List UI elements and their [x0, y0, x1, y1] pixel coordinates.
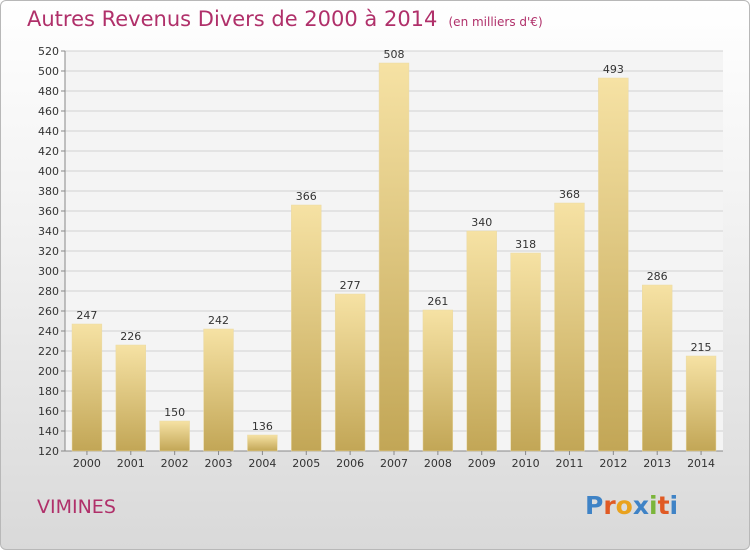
y-tick-label: 360 — [38, 205, 59, 218]
bar — [642, 284, 673, 452]
bar — [466, 230, 497, 452]
chart-title: Autres Revenus Divers de 2000 à 2014 (en… — [27, 7, 543, 31]
x-tick-label: 2012 — [599, 457, 627, 470]
bar — [159, 420, 190, 452]
y-tick-label: 380 — [38, 185, 59, 198]
x-tick-label: 2008 — [424, 457, 452, 470]
x-tick-label: 2011 — [555, 457, 583, 470]
bar — [685, 355, 717, 452]
bar — [510, 252, 541, 452]
bar — [71, 323, 103, 452]
data-label: 136 — [252, 420, 273, 433]
logo-letter: P — [585, 491, 604, 520]
y-tick-label: 220 — [38, 345, 59, 358]
data-label: 277 — [340, 279, 361, 292]
data-label: 226 — [120, 330, 141, 343]
x-tick-label: 2004 — [248, 457, 276, 470]
y-tick-label: 120 — [38, 445, 59, 458]
data-label: 247 — [76, 309, 97, 322]
bar — [554, 202, 585, 452]
y-tick-label: 300 — [38, 265, 59, 278]
data-label: 340 — [471, 216, 492, 229]
data-label: 366 — [296, 190, 317, 203]
bar — [291, 204, 322, 452]
logo-letter: x — [632, 491, 649, 520]
x-tick-label: 2009 — [468, 457, 496, 470]
y-tick-label: 460 — [38, 105, 59, 118]
data-label: 318 — [515, 238, 536, 251]
x-tick-label: 2003 — [205, 457, 233, 470]
bar — [378, 62, 410, 452]
x-tick-label: 2010 — [512, 457, 540, 470]
bar — [598, 77, 629, 452]
y-tick-label: 320 — [38, 245, 59, 258]
y-tick-label: 140 — [38, 425, 59, 438]
x-tick-label: 2001 — [117, 457, 145, 470]
y-tick-label: 180 — [38, 385, 59, 398]
chart-title-main: Autres Revenus Divers de 2000 à 2014 — [27, 7, 438, 31]
bar — [115, 344, 146, 452]
logo-letter: t — [657, 491, 670, 520]
x-tick-label: 2013 — [643, 457, 671, 470]
logo-letter: r — [603, 491, 616, 520]
data-label: 150 — [164, 406, 185, 419]
y-tick-label: 160 — [38, 405, 59, 418]
chart-subtitle: (en milliers d'€) — [448, 15, 543, 29]
logo-letter: i — [669, 491, 679, 520]
data-label: 493 — [603, 63, 624, 76]
x-tick-label: 2002 — [161, 457, 189, 470]
bar — [334, 293, 366, 452]
y-tick-label: 440 — [38, 125, 59, 138]
logo-letter: o — [615, 491, 633, 520]
data-label: 242 — [208, 314, 229, 327]
x-tick-label: 2007 — [380, 457, 408, 470]
logo-letter: i — [649, 491, 658, 520]
data-label: 508 — [384, 48, 405, 61]
data-label: 368 — [559, 188, 580, 201]
x-tick-label: 2000 — [73, 457, 101, 470]
bar — [422, 309, 454, 452]
data-label: 215 — [691, 341, 712, 354]
y-tick-label: 400 — [38, 165, 59, 178]
x-tick-label: 2005 — [292, 457, 320, 470]
y-tick-label: 340 — [38, 225, 59, 238]
y-tick-label: 500 — [38, 65, 59, 78]
y-tick-label: 240 — [38, 325, 59, 338]
y-tick-label: 480 — [38, 85, 59, 98]
bar — [203, 328, 234, 452]
y-tick-label: 280 — [38, 285, 59, 298]
data-label: 286 — [647, 270, 668, 283]
y-tick-label: 260 — [38, 305, 59, 318]
x-tick-label: 2014 — [687, 457, 715, 470]
data-label: 261 — [427, 295, 448, 308]
y-tick-label: 420 — [38, 145, 59, 158]
commune-name: VIMINES — [37, 496, 116, 518]
y-tick-label: 200 — [38, 365, 59, 378]
x-tick-label: 2006 — [336, 457, 364, 470]
y-tick-label: 520 — [38, 45, 59, 58]
bar — [247, 434, 278, 452]
proxiti-logo[interactable]: Proxiti — [585, 491, 678, 520]
